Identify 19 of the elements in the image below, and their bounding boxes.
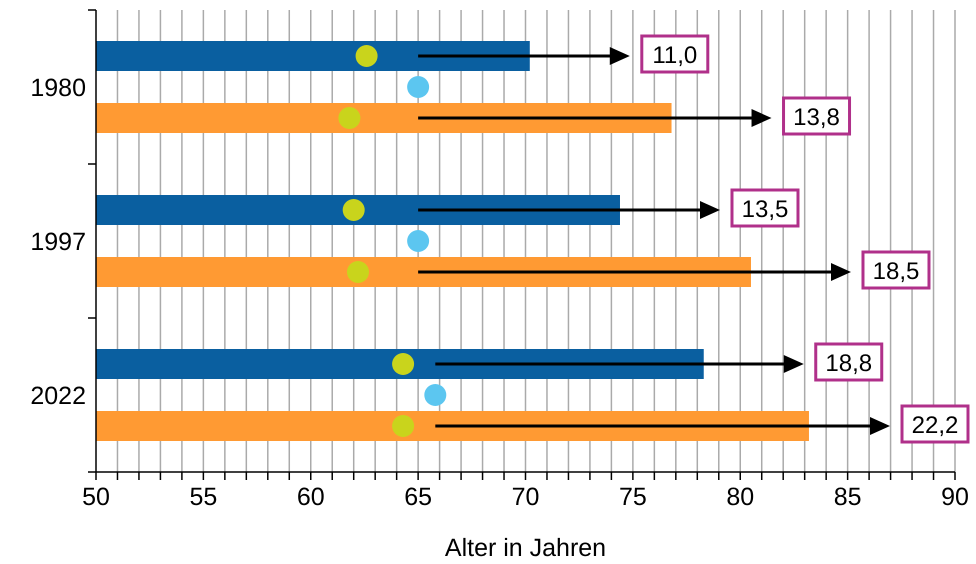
x-tick-label: 75 [618,483,647,511]
y-tick-label: 2022 [30,382,86,410]
annotation: 13,5 [742,196,788,223]
x-tick-label: 50 [82,483,110,511]
y-tick-label: 1997 [30,228,86,256]
annotation: 18,5 [872,258,920,285]
x-axis-title: Alter in Jahren [444,534,606,562]
x-tick-label: 65 [404,483,432,511]
x-tick-label: 55 [189,483,218,511]
x-tick-label: 60 [296,483,325,511]
y-tick-label: 1980 [30,74,86,102]
x-tick-label: 85 [834,483,862,511]
annotation: 18,8 [825,350,872,377]
x-tick-label: 70 [512,483,540,511]
annotation: 22,2 [912,412,958,439]
x-tick-label: 90 [941,483,969,511]
x-tick-label: 80 [726,483,754,511]
annotation: 13,8 [793,104,840,131]
annotation: 11,0 [652,42,698,69]
